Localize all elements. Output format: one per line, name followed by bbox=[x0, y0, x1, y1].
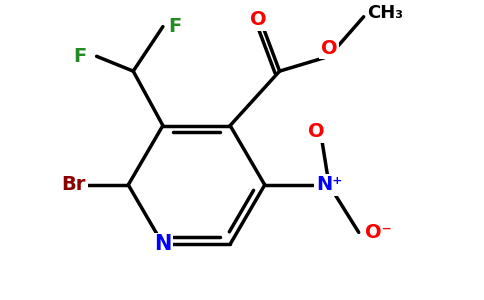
Text: O: O bbox=[250, 10, 266, 29]
Text: N: N bbox=[154, 234, 171, 254]
Text: N⁺: N⁺ bbox=[316, 176, 342, 194]
Text: F: F bbox=[74, 47, 87, 66]
Text: Br: Br bbox=[61, 176, 86, 194]
Text: O⁻: O⁻ bbox=[364, 223, 392, 242]
Text: O: O bbox=[321, 39, 337, 58]
Text: O: O bbox=[308, 122, 324, 141]
Text: F: F bbox=[168, 17, 181, 36]
Text: CH₃: CH₃ bbox=[368, 4, 404, 22]
